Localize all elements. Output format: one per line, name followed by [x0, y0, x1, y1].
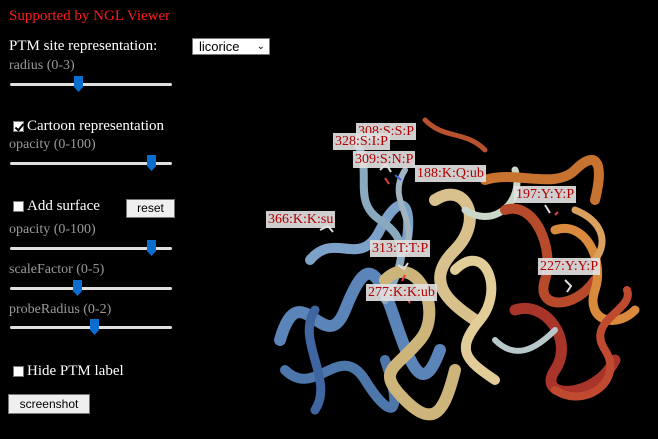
ptm-label: 366:K:K:su [266, 211, 336, 228]
hide-label-text: Hide PTM label [27, 363, 124, 379]
ptm-label: 309:S:N:P [353, 151, 416, 168]
cartoon-checkbox[interactable] [13, 121, 24, 132]
surface-opacity-slider[interactable] [10, 238, 172, 258]
surface-checkbox[interactable] [13, 201, 24, 212]
surface-label: Add surface [27, 198, 100, 214]
radius-label: radius (0-3) [9, 58, 75, 73]
viewer-credit: Supported by NGL Viewer [9, 8, 171, 24]
ptm-label: 188:K:Q:ub [415, 165, 486, 182]
radius-slider-thumb[interactable] [73, 75, 84, 93]
scale-factor-label: scaleFactor (0-5) [9, 262, 105, 277]
surface-opacity-label: opacity (0-100) [9, 222, 96, 237]
screenshot-button[interactable]: screenshot [8, 394, 90, 414]
cartoon-label: Cartoon representation [27, 118, 165, 134]
cartoon-opacity-label: opacity (0-100) [9, 137, 96, 152]
ptm-representation-select[interactable]: licorice ⌄ [192, 38, 270, 55]
ptm-label: 277:K:K:ub [366, 284, 437, 301]
ptm-label: 227:Y:Y:P [538, 258, 601, 275]
scale-factor-slider[interactable] [10, 278, 172, 298]
probe-radius-label: probeRadius (0-2) [9, 302, 112, 317]
cartoon-opacity-slider[interactable] [10, 153, 172, 173]
reset-button[interactable]: reset [126, 199, 175, 218]
surface-opacity-slider-track [10, 247, 172, 250]
ptm-label: 328:S:I:P [333, 133, 390, 150]
scale-factor-slider-track [10, 287, 172, 290]
chevron-down-icon: ⌄ [256, 41, 265, 52]
probe-radius-slider-thumb[interactable] [89, 318, 100, 336]
radius-slider[interactable] [10, 74, 172, 94]
hide-label-checkbox[interactable] [13, 366, 24, 377]
ptm-label: 197:Y:Y:P [514, 186, 577, 203]
ptm-representation-label: PTM site representation: [9, 38, 158, 54]
ptm-label: 313:T:T:P [370, 240, 431, 257]
radius-slider-track [10, 83, 172, 86]
cartoon-opacity-slider-thumb[interactable] [146, 154, 157, 172]
cartoon-opacity-slider-track [10, 162, 172, 165]
probe-radius-slider[interactable] [10, 317, 172, 337]
surface-opacity-slider-thumb[interactable] [146, 239, 157, 257]
ptm-representation-value: licorice [199, 39, 240, 54]
scale-factor-slider-thumb[interactable] [72, 279, 83, 297]
